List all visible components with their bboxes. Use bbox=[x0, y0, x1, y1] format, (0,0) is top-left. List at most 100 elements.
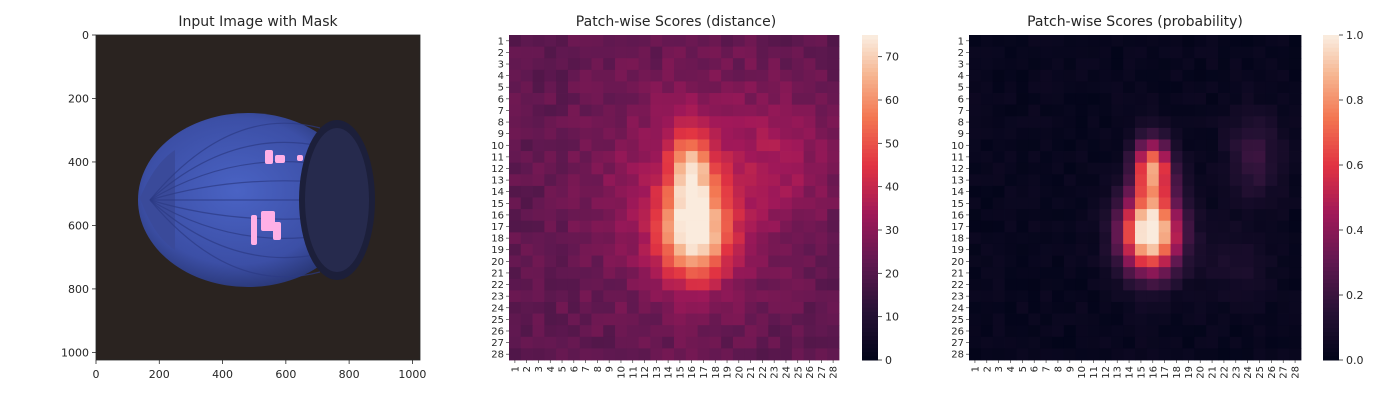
colorbar-segment bbox=[862, 100, 878, 105]
row-label: 26 bbox=[491, 326, 504, 337]
heatmap-cell bbox=[615, 139, 628, 152]
heatmap-cell bbox=[1170, 197, 1183, 210]
heatmap-cell bbox=[815, 151, 828, 164]
heatmap-cell bbox=[791, 267, 805, 280]
heatmap-cell bbox=[544, 209, 557, 222]
heatmap-cell bbox=[815, 278, 828, 291]
heatmap-cell bbox=[520, 185, 533, 198]
heatmap-cell bbox=[544, 127, 557, 140]
heatmap-cell bbox=[697, 255, 710, 268]
heatmap-cell bbox=[662, 232, 675, 245]
col-label: 12 bbox=[640, 366, 651, 379]
heatmap-cell bbox=[1253, 313, 1266, 326]
row-label: 6 bbox=[958, 94, 964, 105]
heatmap-cell bbox=[509, 185, 522, 198]
heatmap-cell bbox=[744, 220, 757, 233]
colorbar-segment bbox=[1323, 347, 1339, 353]
heatmap-cell bbox=[615, 69, 628, 82]
y-tick-label: 600 bbox=[68, 219, 89, 232]
heatmap-cell bbox=[756, 116, 769, 129]
heatmap-cell bbox=[1277, 348, 1290, 361]
heatmap-cell bbox=[780, 209, 793, 222]
heatmap-cell bbox=[556, 232, 569, 245]
heatmap-cell bbox=[721, 151, 734, 164]
heatmap-cell bbox=[1158, 290, 1171, 303]
input-image bbox=[96, 35, 420, 360]
heatmap-cell bbox=[567, 139, 581, 152]
heatmap-cell bbox=[756, 185, 769, 198]
heatmap-cell bbox=[1218, 58, 1231, 71]
heatmap-cell bbox=[768, 58, 781, 71]
heatmap-cell bbox=[520, 232, 533, 245]
colorbar-segment bbox=[862, 95, 878, 101]
heatmap-cell bbox=[1016, 104, 1029, 117]
colorbar-segment bbox=[1323, 274, 1339, 280]
heatmap-cell bbox=[1218, 197, 1231, 210]
heatmap-cell bbox=[827, 139, 840, 152]
heatmap-cell bbox=[756, 174, 769, 187]
heatmap-cell bbox=[697, 301, 710, 314]
heatmap-cell bbox=[732, 278, 746, 291]
heatmap-cell bbox=[1004, 313, 1017, 326]
heatmap-cell bbox=[685, 267, 698, 280]
heatmap-cell bbox=[591, 313, 604, 326]
heatmap-cell bbox=[1218, 104, 1231, 117]
heatmap-cell bbox=[791, 81, 805, 94]
heatmap-cell bbox=[1099, 232, 1112, 245]
heatmap-cell bbox=[1004, 290, 1017, 303]
heatmap-cell bbox=[1004, 336, 1017, 349]
heatmap-cell bbox=[697, 336, 710, 349]
heatmap-cell bbox=[1265, 116, 1278, 129]
colorbar-segment bbox=[1323, 132, 1339, 138]
heatmap-cell bbox=[685, 348, 698, 361]
heatmap-cell bbox=[532, 336, 545, 349]
heatmap-cell bbox=[721, 336, 734, 349]
heatmap-cell bbox=[969, 116, 982, 129]
heatmap-cell bbox=[827, 46, 840, 59]
heatmap-cell bbox=[556, 313, 569, 326]
heatmap-cell bbox=[674, 197, 687, 210]
heatmap-cell bbox=[992, 220, 1005, 233]
heatmap-cell bbox=[1004, 278, 1017, 291]
heatmap-cell bbox=[969, 255, 982, 268]
heatmap-cell bbox=[626, 348, 640, 361]
heatmap-cell bbox=[662, 325, 675, 338]
heatmap-cell bbox=[1253, 174, 1266, 187]
heatmap-cell bbox=[1218, 209, 1231, 222]
heatmap-cell bbox=[509, 162, 522, 175]
heatmap-cell bbox=[544, 162, 557, 175]
heatmap-cell bbox=[1075, 348, 1088, 361]
heatmap-cell bbox=[1229, 336, 1243, 349]
heatmap-cell bbox=[1004, 93, 1017, 106]
colorbar-segment bbox=[1323, 209, 1339, 215]
heatmap-cell bbox=[520, 116, 533, 129]
heatmap-cell bbox=[780, 35, 793, 48]
heatmap-cell bbox=[544, 81, 557, 94]
heatmap-cell bbox=[509, 116, 522, 129]
heatmap-cell bbox=[1111, 116, 1124, 129]
heatmap-cell bbox=[721, 81, 734, 94]
heatmap-cell bbox=[1087, 139, 1100, 152]
heatmap-cell bbox=[744, 267, 757, 280]
heatmap-cell bbox=[803, 185, 816, 198]
heatmap-cell bbox=[780, 278, 793, 291]
row-label: 25 bbox=[491, 315, 504, 326]
heatmap-cell bbox=[744, 35, 757, 48]
heatmap-cell bbox=[815, 243, 828, 256]
heatmap-cell bbox=[1194, 93, 1207, 106]
heatmap-cell bbox=[1028, 267, 1041, 280]
mask-mark bbox=[273, 222, 281, 240]
heatmap-cell bbox=[626, 58, 640, 71]
heatmap-cell bbox=[768, 301, 781, 314]
heatmap-cell bbox=[520, 209, 533, 222]
heatmap-cell bbox=[1146, 162, 1160, 175]
heatmap-cell bbox=[1170, 58, 1183, 71]
heatmap-cell bbox=[1099, 46, 1112, 59]
heatmap-cell bbox=[567, 301, 581, 314]
heatmap-cell bbox=[1004, 127, 1017, 140]
heatmap-cell bbox=[638, 243, 651, 256]
heatmap-cell bbox=[1206, 232, 1219, 245]
heatmap-cell bbox=[603, 301, 616, 314]
heatmap-cell bbox=[1040, 348, 1053, 361]
heatmap-cell bbox=[1028, 58, 1041, 71]
